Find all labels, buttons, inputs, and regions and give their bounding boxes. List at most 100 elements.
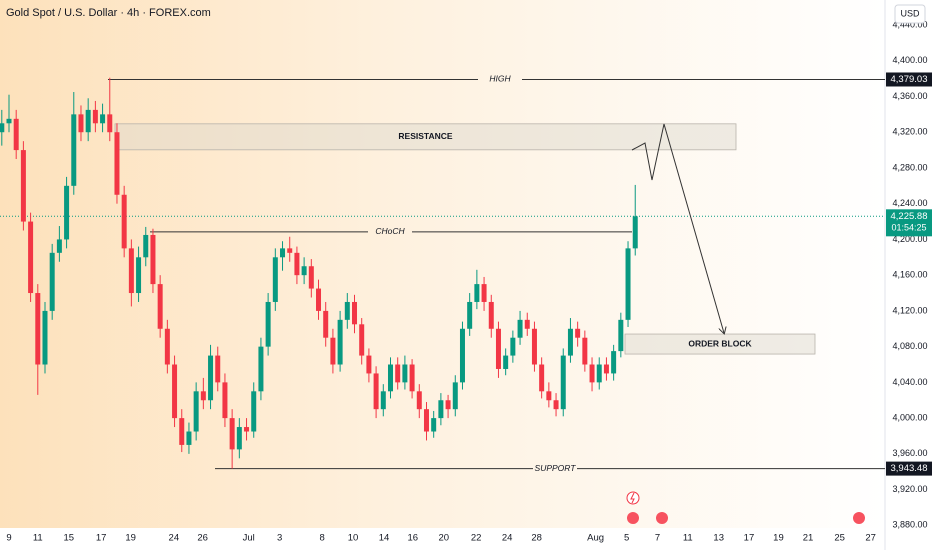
candle-body [308,266,314,289]
x-tick-label: 13 [713,533,724,544]
candle-body [553,400,559,410]
x-tick-label: 21 [803,533,814,544]
zone-box [114,123,737,151]
candle-body [208,355,214,401]
candle-body [459,328,465,383]
x-tick-label: 9 [6,533,11,544]
x-tick-label: 28 [531,533,542,544]
level-name: HIGH [489,74,511,84]
x-tick-label: 26 [197,533,208,544]
event-icons [626,491,865,524]
x-tick-label: 24 [169,533,180,544]
candle-body [337,319,343,365]
x-tick-label: Jul [243,533,255,544]
candle-body [222,382,228,419]
y-tick-label: 4,360.00 [892,91,927,101]
event-icon[interactable] [853,512,865,524]
y-tick-label: 4,200.00 [892,234,927,244]
candle-body [301,266,307,276]
event-icon[interactable] [627,512,639,524]
candle-body [0,123,5,133]
candle-body [438,400,444,419]
candle-body [186,431,192,445]
candle-body [467,301,473,329]
candle-body [395,364,401,383]
candle-body [344,301,350,320]
x-tick-label: 14 [379,533,390,544]
candle-body [150,234,156,285]
candle-body [157,284,163,329]
candle-body [143,234,149,258]
candle-body [215,355,221,383]
candle-body [200,391,206,401]
candle-body [236,427,242,450]
candle-body [20,150,26,222]
candle-body [481,284,487,302]
candle-body [42,310,48,365]
candle-body [524,319,530,329]
candle-body [539,364,545,392]
candle-body [567,328,573,356]
candle-body [28,221,34,294]
candle-body [244,427,250,432]
candle-body [423,409,429,432]
candle-body [596,364,602,383]
y-tick-label: 4,240.00 [892,198,927,208]
candle-body [13,118,19,151]
y-tick-label: 3,960.00 [892,448,927,458]
candle-body [265,301,271,347]
x-tick-label: 15 [63,533,74,544]
candle-body [560,355,566,410]
candle-body [380,391,386,410]
countdown-label: 01:54:25 [891,223,926,233]
candle-body [172,364,178,419]
currency-button[interactable] [894,4,926,24]
candle-body [78,114,84,133]
candle-body [618,319,624,352]
candle-body [193,391,199,432]
x-tick-label: 22 [471,533,482,544]
candle-body [107,114,113,133]
event-icon[interactable] [626,491,640,505]
candle-body [258,346,264,392]
plot-background [0,0,885,528]
candle-body [323,310,329,338]
x-tick-label: 24 [502,533,513,544]
price-tag-label: 4,379.03 [891,74,928,85]
candle-body [294,252,300,276]
candle-body [366,355,372,374]
chart-title: Gold Spot / U.S. Dollar · 4h · FOREX.com [6,7,211,19]
candle-body [64,185,70,240]
x-tick-label: 10 [348,533,359,544]
zone-label: ORDER BLOCK [688,338,752,348]
x-tick-label: 16 [408,533,419,544]
x-tick-label: 17 [96,533,107,544]
candle-body [164,328,170,365]
level-name: CHoCH [375,226,405,236]
candle-body [6,118,12,124]
candle-body [452,382,458,410]
y-tick-label: 4,120.00 [892,305,927,315]
candle-body [92,109,98,124]
x-tick-label: 19 [773,533,784,544]
candle-body [49,252,55,311]
candle-body [121,194,127,249]
candle-body [445,400,451,410]
event-icon[interactable] [656,512,668,524]
candle-body [503,355,509,369]
candle-body [100,114,106,124]
y-tick-label: 4,400.00 [892,55,927,65]
y-tick-label: 4,080.00 [892,341,927,351]
candle-body [488,301,494,329]
candle-body [387,364,393,392]
candle-body [359,324,365,356]
candle-body [229,418,235,450]
candle-body [128,248,134,294]
candle-body [531,328,537,365]
candle-body [603,364,609,374]
y-tick-label: 3,920.00 [892,484,927,494]
x-tick-label: 17 [744,533,755,544]
x-tick-label: 19 [125,533,136,544]
x-tick-label: 27 [865,533,876,544]
